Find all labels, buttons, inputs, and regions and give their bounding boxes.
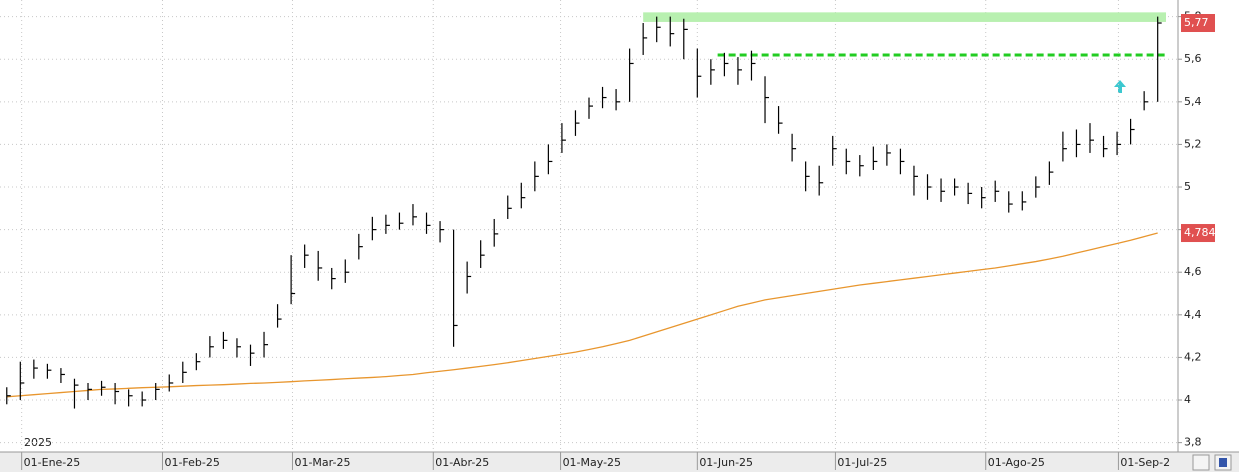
y-tick-label: 5,4 <box>1184 95 1202 108</box>
x-axis-strip <box>0 452 1239 472</box>
price-marker-label: 5,77 <box>1184 16 1209 29</box>
y-tick-label: 5 <box>1184 180 1191 193</box>
x-tick-label: 01-Jul-25 <box>837 456 887 469</box>
x-tick-label: 01-Ene-25 <box>24 456 81 469</box>
price-marker-label: 4,784 <box>1184 226 1216 239</box>
moving-average-line <box>6 232 1158 398</box>
year-label: 2025 <box>24 436 52 449</box>
y-tick-label: 3,8 <box>1184 436 1202 449</box>
y-tick-label: 5,6 <box>1184 52 1202 65</box>
price-marker <box>1181 224 1215 243</box>
save-icon <box>1219 458 1227 467</box>
x-tick-label: 01-Mar-25 <box>294 456 350 469</box>
price-marker <box>1181 14 1215 33</box>
y-tick-label: 4,4 <box>1184 308 1202 321</box>
up-arrow-icon <box>1114 80 1126 93</box>
y-tick-label: 4,6 <box>1184 265 1202 278</box>
y-tick-label: 5,2 <box>1184 137 1202 150</box>
x-tick-label: 01-Sep-2 <box>1120 456 1170 469</box>
y-tick-label: 4 <box>1184 393 1191 406</box>
x-tick-label: 01-Ago-25 <box>988 456 1045 469</box>
x-tick-label: 01-Feb-25 <box>164 456 219 469</box>
x-tick-label: 01-May-25 <box>563 456 621 469</box>
y-tick-label: 4,2 <box>1184 350 1202 363</box>
chart-button[interactable] <box>1192 454 1210 471</box>
resistance-band <box>643 12 1166 22</box>
x-tick-label: 01-Abr-25 <box>435 456 489 469</box>
x-tick-label: 01-Jun-25 <box>699 456 753 469</box>
